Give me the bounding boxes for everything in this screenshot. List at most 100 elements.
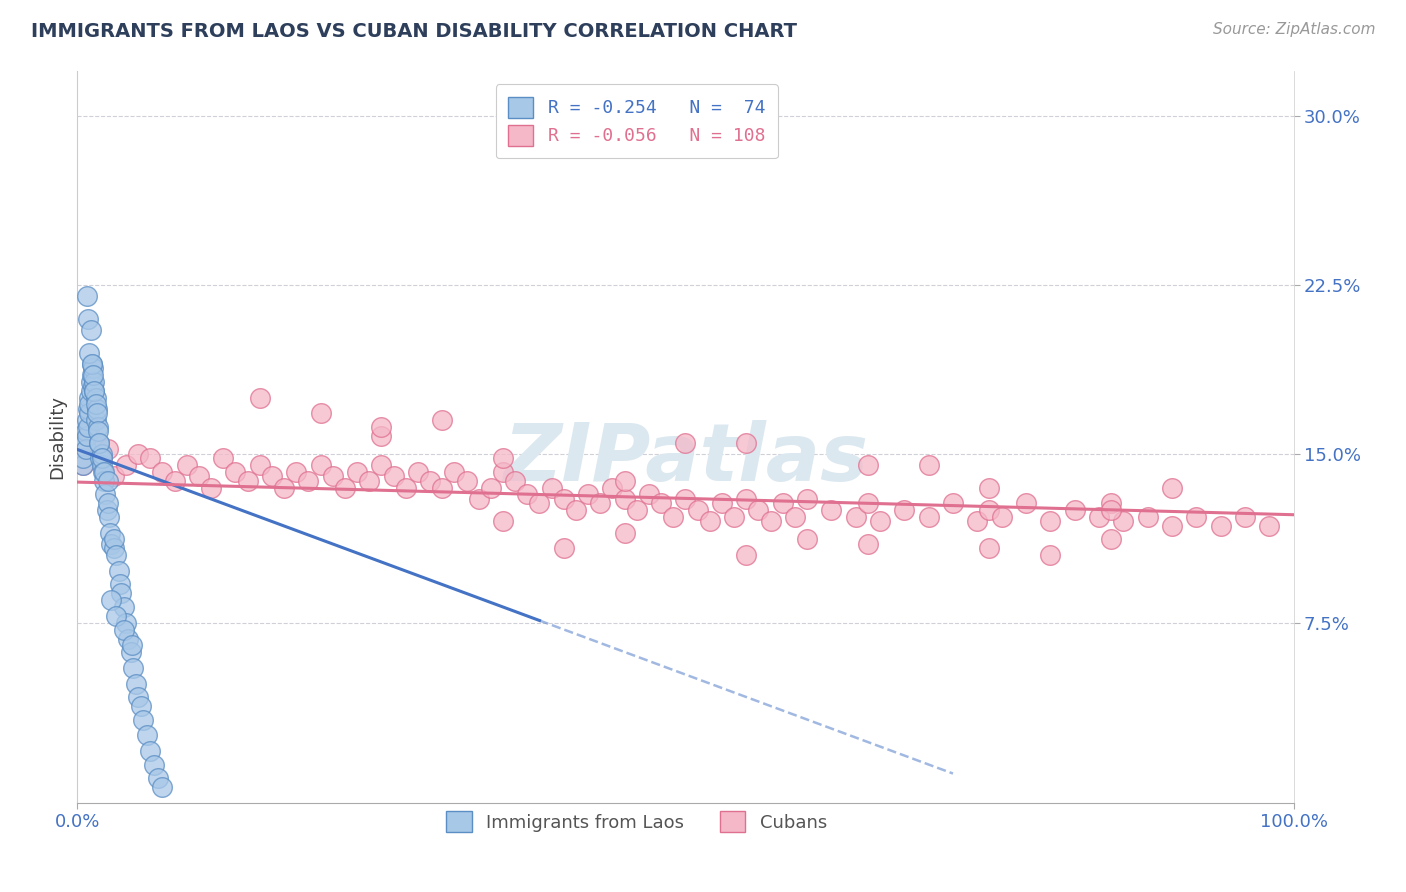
Point	[72, 458, 94, 473]
Point	[419, 474, 441, 488]
Point	[638, 487, 661, 501]
Point	[80, 368, 103, 383]
Point	[1161, 481, 1184, 495]
Point	[122, 661, 145, 675]
Point	[576, 487, 599, 501]
Point	[1136, 510, 1159, 524]
Point	[79, 345, 101, 359]
Point	[1088, 510, 1111, 524]
Point	[613, 474, 636, 488]
Point	[84, 397, 107, 411]
Point	[333, 481, 356, 495]
Point	[260, 469, 283, 483]
Point	[747, 503, 769, 517]
Point	[406, 465, 429, 479]
Point	[135, 728, 157, 742]
Point	[796, 533, 818, 547]
Point	[79, 391, 101, 405]
Point	[249, 458, 271, 473]
Point	[152, 465, 174, 479]
Point	[117, 632, 139, 646]
Point	[176, 458, 198, 473]
Point	[1112, 515, 1135, 529]
Point	[112, 599, 135, 614]
Point	[72, 451, 94, 466]
Point	[224, 465, 246, 479]
Point	[370, 429, 392, 443]
Point	[77, 312, 100, 326]
Point	[540, 481, 562, 495]
Point	[76, 289, 98, 303]
Point	[80, 323, 103, 337]
Point	[77, 401, 100, 416]
Point	[98, 525, 121, 540]
Point	[82, 379, 104, 393]
Point	[893, 503, 915, 517]
Point	[103, 541, 125, 556]
Point	[845, 510, 868, 524]
Point	[107, 564, 129, 578]
Point	[735, 435, 758, 450]
Legend: Immigrants from Laos, Cubans: Immigrants from Laos, Cubans	[433, 799, 839, 845]
Point	[1099, 496, 1122, 510]
Point	[83, 384, 105, 398]
Point	[236, 474, 259, 488]
Point	[273, 481, 295, 495]
Point	[80, 375, 103, 389]
Point	[129, 699, 152, 714]
Point	[89, 451, 111, 466]
Point	[90, 451, 112, 466]
Point	[285, 465, 308, 479]
Point	[918, 458, 941, 473]
Point	[1063, 503, 1085, 517]
Point	[89, 435, 111, 450]
Point	[103, 469, 125, 483]
Point	[395, 481, 418, 495]
Point	[97, 442, 120, 457]
Point	[492, 465, 515, 479]
Point	[75, 442, 97, 457]
Point	[83, 375, 105, 389]
Point	[662, 510, 685, 524]
Point	[188, 469, 211, 483]
Point	[735, 548, 758, 562]
Point	[103, 533, 125, 547]
Point	[1015, 496, 1038, 510]
Point	[309, 407, 332, 421]
Point	[1161, 519, 1184, 533]
Point	[249, 391, 271, 405]
Point	[430, 413, 453, 427]
Point	[84, 435, 107, 450]
Point	[723, 510, 745, 524]
Point	[80, 357, 103, 371]
Point	[86, 401, 108, 416]
Point	[80, 384, 103, 398]
Point	[105, 609, 128, 624]
Point	[856, 537, 879, 551]
Point	[89, 435, 111, 450]
Text: Source: ZipAtlas.com: Source: ZipAtlas.com	[1212, 22, 1375, 37]
Point	[443, 465, 465, 479]
Point	[796, 491, 818, 506]
Point	[100, 537, 122, 551]
Point	[86, 407, 108, 421]
Point	[80, 357, 103, 371]
Point	[430, 481, 453, 495]
Point	[322, 469, 344, 483]
Point	[112, 623, 135, 637]
Point	[820, 503, 842, 517]
Point	[127, 690, 149, 704]
Point	[979, 481, 1001, 495]
Point	[503, 474, 526, 488]
Point	[1039, 548, 1062, 562]
Point	[84, 413, 107, 427]
Point	[152, 780, 174, 794]
Point	[87, 425, 110, 439]
Point	[1209, 519, 1232, 533]
Point	[73, 435, 96, 450]
Point	[966, 515, 988, 529]
Point	[613, 491, 636, 506]
Point	[77, 420, 100, 434]
Point	[370, 458, 392, 473]
Point	[79, 425, 101, 439]
